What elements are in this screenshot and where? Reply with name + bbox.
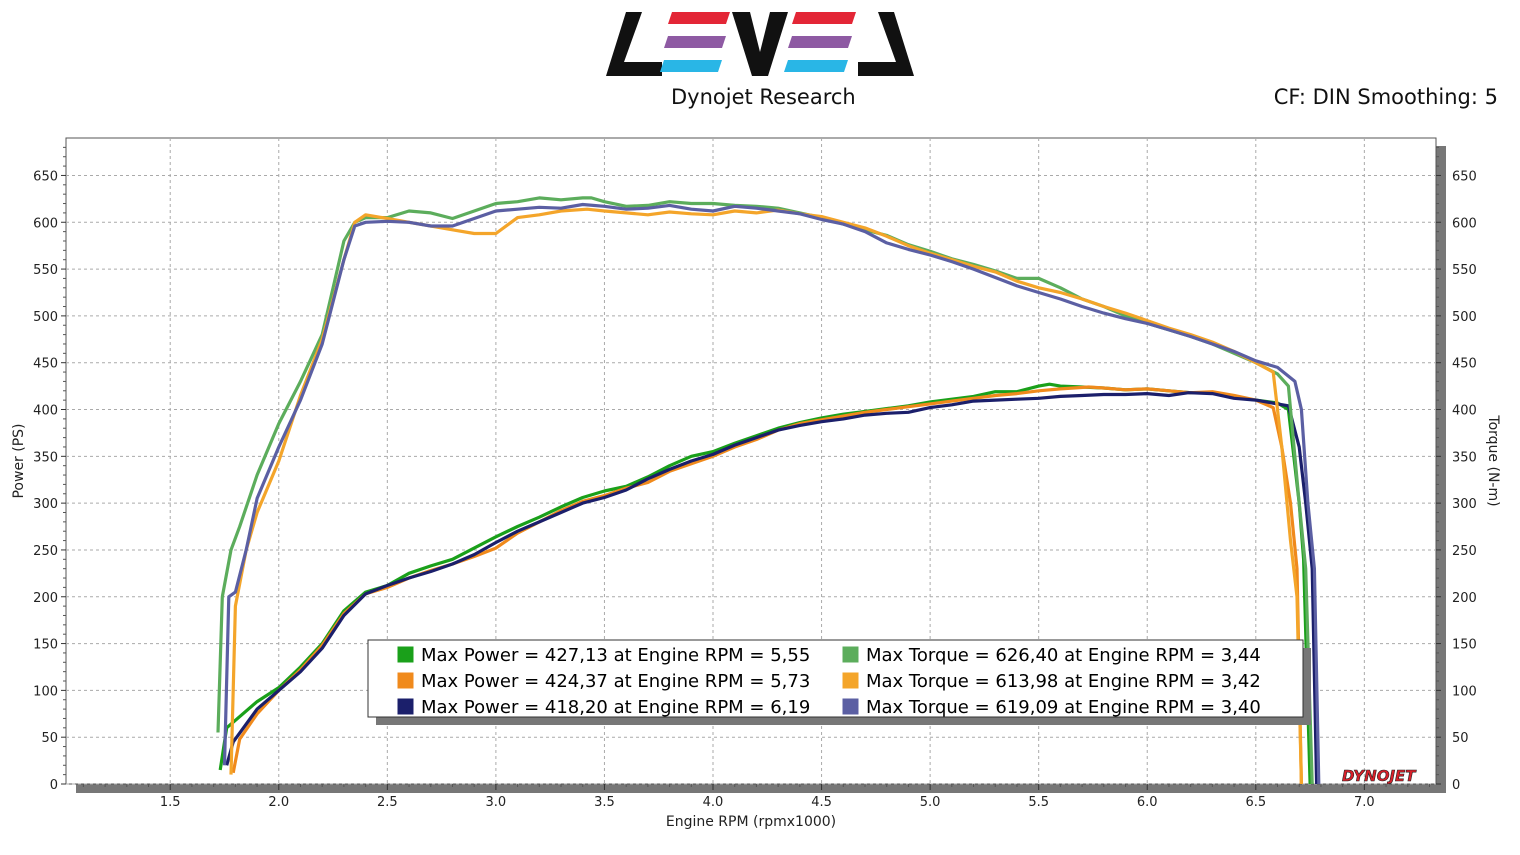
y-axis-label-right: Torque (N-m) bbox=[1485, 414, 1501, 506]
y-tick-label-left: 250 bbox=[33, 544, 58, 559]
y-tick-label-right: 350 bbox=[1452, 450, 1477, 465]
logo-left-bracket bbox=[606, 12, 662, 76]
logo-e2-purple bbox=[788, 36, 852, 48]
y-tick-label-left: 650 bbox=[33, 169, 58, 184]
y-tick-label-right: 250 bbox=[1452, 544, 1477, 559]
y-axis-label-left: Power (PS) bbox=[11, 423, 27, 498]
y-tick-label-right: 450 bbox=[1452, 357, 1477, 372]
x-axis-label: Engine RPM (rpmx1000) bbox=[666, 814, 836, 830]
y-tick-label-right: 100 bbox=[1452, 684, 1477, 699]
logo-e2-red bbox=[792, 12, 856, 24]
y-tick-label-right: 550 bbox=[1452, 263, 1477, 278]
legend-entry: Max Power = 427,13 at Engine RPM = 5,55 bbox=[421, 645, 810, 666]
legend-entry: Max Power = 424,37 at Engine RPM = 5,73 bbox=[421, 671, 810, 692]
axis-ticks: 0 0 50 50 100 100 150 150 200 200 250 250 300 300 350 3… bbox=[33, 146, 1477, 810]
legend-entry: Max Power = 418,20 at Engine RPM = 6,19 bbox=[421, 697, 810, 718]
legend-box bbox=[367, 639, 1304, 718]
x-tick-label: 2.5 bbox=[377, 795, 398, 810]
legend-swatch bbox=[842, 646, 859, 663]
legend-swatch bbox=[397, 672, 414, 689]
series-line-6 bbox=[222, 202, 1321, 784]
dynojet-watermark: DYNOJET bbox=[1342, 767, 1417, 785]
y-tick-label-left: 200 bbox=[33, 591, 58, 606]
legend-swatch bbox=[842, 698, 859, 715]
y-tick-label-right: 500 bbox=[1452, 310, 1477, 325]
y-tick-label-left: 500 bbox=[33, 310, 58, 325]
logo-e1-purple bbox=[664, 36, 726, 48]
x-tick-label: 3.0 bbox=[486, 795, 507, 810]
y-tick-label-right: 0 bbox=[1452, 778, 1460, 793]
x-tick-label: 3.5 bbox=[594, 795, 615, 810]
y-tick-label-left: 400 bbox=[33, 404, 58, 419]
legend-swatch bbox=[397, 646, 414, 663]
x-tick-label: 4.0 bbox=[703, 795, 724, 810]
legend-swatch bbox=[397, 698, 414, 715]
legend: Max Power = 427,13 at Engine RPM = 5,55 M… bbox=[367, 639, 1311, 725]
series-line-3 bbox=[225, 391, 1319, 784]
x-tick-label: 4.5 bbox=[811, 795, 832, 810]
y-tick-label-left: 0 bbox=[50, 778, 58, 793]
right-axis-bar bbox=[1436, 146, 1446, 792]
logo-v bbox=[732, 12, 788, 76]
y-tick-label-left: 150 bbox=[33, 638, 58, 653]
legend-entry: Max Torque = 619,09 at Engine RPM = 3,40 bbox=[866, 697, 1261, 718]
logo-e2-blue bbox=[784, 60, 848, 72]
y-tick-label-left: 550 bbox=[33, 263, 58, 278]
y-tick-label-right: 200 bbox=[1452, 591, 1477, 606]
x-tick-label: 2.0 bbox=[268, 795, 289, 810]
y-tick-label-left: 350 bbox=[33, 450, 58, 465]
series-line-5 bbox=[229, 207, 1303, 784]
logo-right-bracket bbox=[858, 12, 914, 76]
y-tick-label-right: 400 bbox=[1452, 404, 1477, 419]
y-tick-label-right: 300 bbox=[1452, 497, 1477, 512]
legend-swatch bbox=[842, 672, 859, 689]
x-tick-label: 5.0 bbox=[920, 795, 941, 810]
y-tick-label-right: 600 bbox=[1452, 216, 1477, 231]
brand-name: Dynojet Research bbox=[671, 85, 856, 109]
x-tick-label: 5.5 bbox=[1028, 795, 1049, 810]
y-tick-label-right: 650 bbox=[1452, 169, 1477, 184]
y-tick-label-right: 50 bbox=[1452, 731, 1469, 746]
logo-e1-blue bbox=[660, 60, 722, 72]
y-tick-label-left: 600 bbox=[33, 216, 58, 231]
x-tick-label: 6.0 bbox=[1137, 795, 1158, 810]
correction-factor-info: CF: DIN Smoothing: 5 bbox=[1273, 85, 1498, 109]
x-tick-label: 6.5 bbox=[1245, 795, 1266, 810]
y-tick-label-left: 450 bbox=[33, 357, 58, 372]
y-tick-label-right: 150 bbox=[1452, 638, 1477, 653]
y-tick-label-left: 300 bbox=[33, 497, 58, 512]
level-logo bbox=[606, 12, 914, 76]
series-lines bbox=[216, 196, 1321, 784]
y-tick-label-left: 100 bbox=[33, 684, 58, 699]
bottom-axis-bar bbox=[76, 784, 1446, 793]
y-tick-label-left: 50 bbox=[41, 731, 58, 746]
legend-entry: Max Torque = 613,98 at Engine RPM = 3,42 bbox=[866, 671, 1261, 692]
legend-entry: Max Torque = 626,40 at Engine RPM = 3,44 bbox=[866, 645, 1261, 666]
logo-e1-red bbox=[668, 12, 730, 24]
x-tick-label: 7.0 bbox=[1354, 795, 1375, 810]
x-tick-label: 1.5 bbox=[160, 795, 181, 810]
